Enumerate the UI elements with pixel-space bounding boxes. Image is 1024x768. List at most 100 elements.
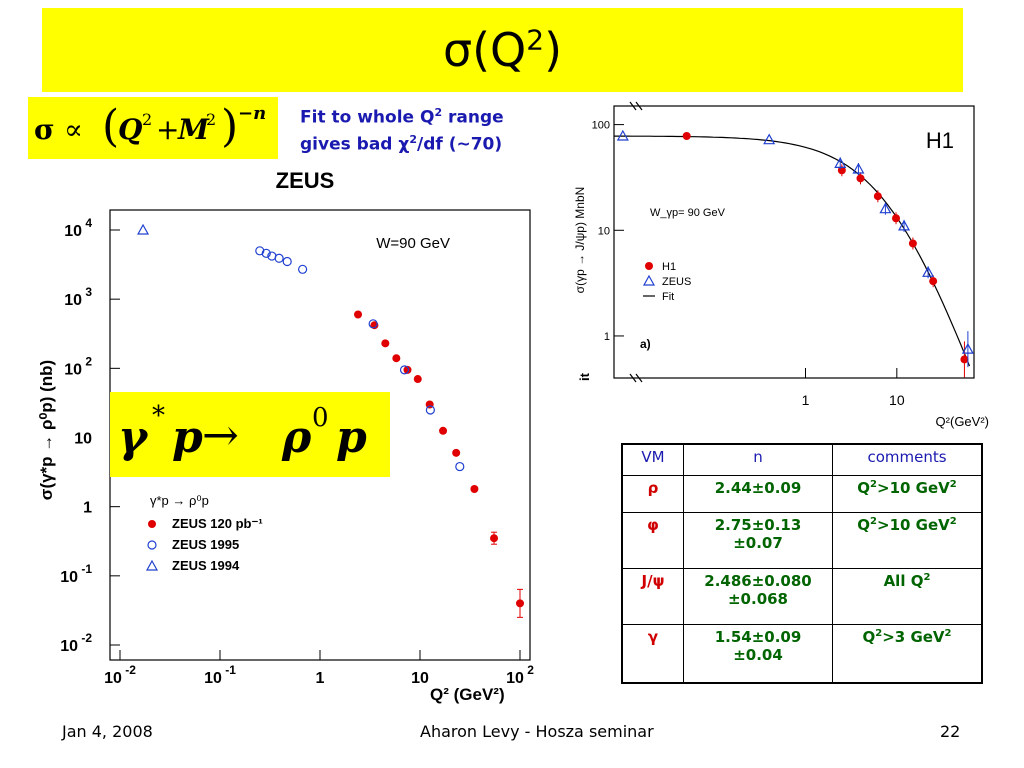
zeus-x-tick-label: 10 2	[506, 663, 534, 687]
table-cell-comment: Q2>10 GeV2	[832, 512, 983, 569]
zeus-data-point	[354, 310, 363, 319]
h1-points	[616, 129, 974, 378]
zeus-data-point	[399, 365, 410, 375]
h1-panel-label: a)	[640, 337, 651, 351]
zeus-y-tick-label: 10 3	[64, 285, 92, 309]
svg-text:(: (	[102, 101, 119, 152]
zeus-points	[137, 223, 524, 618]
table-header-vm: VM	[621, 443, 684, 476]
zeus-annotation: W=90 GeV	[376, 235, 450, 252]
table-cell-n: 1.54±0.09 ±0.04	[683, 624, 833, 683]
zeus-y-tick-label: 10 -1	[60, 562, 92, 586]
h1-legend-marker	[642, 274, 656, 286]
table-cell-vm: γ	[621, 624, 684, 683]
zeus-data-point	[255, 246, 265, 256]
zeus-ylabel: σ(γ*p → ρ⁰p) (nb)	[37, 360, 56, 500]
zeus-data-point	[282, 256, 292, 267]
fit-note-line1: Fit to whole Q2 range	[300, 106, 504, 128]
h1-ticks: 1 10 100 10 1	[592, 120, 905, 408]
zeus-data-point	[425, 405, 435, 415]
zeus-legend-marker	[148, 520, 156, 528]
zeus-legend-label: ZEUS 120 pb⁻¹	[172, 516, 263, 531]
table-cell-vm: φ	[621, 512, 684, 569]
table-row: ρ 2.44±0.09 Q2>10 GeV2	[621, 475, 983, 513]
reaction-zero: 0	[312, 403, 329, 433]
zeus-data-point	[261, 248, 271, 258]
table-cell-comment: All Q2	[832, 568, 983, 625]
formula-sigma: σ	[34, 113, 55, 146]
h1-ylabel-cut: it	[577, 372, 592, 381]
zeus-legend-marker	[147, 540, 157, 550]
zeus-legend-label: ZEUS 1994	[172, 558, 240, 573]
zeus-y-tick-label: 1	[83, 500, 92, 517]
h1-y-tick-label: 10	[598, 225, 610, 237]
fit-note-line2: gives bad χ2/df (~70)	[300, 132, 503, 155]
table-header-row: VM n comments	[621, 443, 983, 476]
table-cell-vm: ρ	[621, 475, 684, 513]
zeus-legend-title: γ*p → ρ⁰p	[150, 493, 209, 508]
zeus-data-point	[439, 426, 448, 435]
zeus-data-point	[403, 365, 412, 374]
zeus-data-point	[452, 448, 461, 457]
table-cell-comment: Q2>10 GeV2	[832, 475, 983, 513]
formula-q-exp: 2	[142, 110, 152, 129]
zeus-legend-label: ZEUS 1995	[172, 537, 239, 552]
zeus-data-point	[137, 223, 150, 235]
h1-legend-label: ZEUS	[662, 276, 691, 288]
reaction-gamma: γ	[118, 412, 149, 463]
reaction-star: *	[152, 401, 165, 431]
h1-y-tick-label: 1	[604, 331, 610, 343]
table-cell-n: 2.75±0.13 ±0.07	[683, 512, 833, 569]
table-cell-n: 2.486±0.080 ±0.068	[683, 568, 833, 625]
h1-x-tick-label: 10	[889, 392, 905, 408]
formula-prop: ∝	[64, 113, 83, 146]
h1-annotation: W_γp= 90 GeV	[650, 207, 726, 219]
zeus-rho-chart: ZEUS W=90 GeV σ(γ*p → ρ⁰p) (nb) 10 -2 10 …	[37, 168, 534, 704]
table-header-n: n	[683, 443, 833, 476]
table-cell-n: 2.44±0.09	[683, 475, 833, 513]
h1-jpsi-chart: H1 a) W_γp= 90 GeV σ(γp → J/ψp) MnbN it …	[573, 101, 989, 429]
reaction-p2: p	[336, 412, 367, 463]
formula-plus: +	[156, 113, 179, 146]
zeus-legend-marker	[145, 559, 159, 571]
zeus-y-tick-label: 10 2	[64, 354, 92, 378]
reaction-formula: γ * p → ρ 0 p	[118, 401, 367, 463]
zeus-data-point	[392, 354, 401, 363]
h1-label: H1	[926, 128, 954, 153]
zeus-data-point	[455, 461, 465, 472]
h1-legend-marker	[645, 262, 653, 270]
table-cell-comment: Q2>3 GeV2	[832, 624, 983, 683]
zeus-data-point	[298, 264, 308, 274]
reaction-rho: ρ	[281, 412, 312, 463]
zeus-x-ticks: 10 -2 10 -1 1 10 10 2	[104, 650, 534, 687]
h1-axis-breaks	[629, 101, 643, 383]
slide-title: σ(Q2)	[442, 23, 563, 77]
zeus-y-tick-label: 10 -2	[60, 631, 92, 655]
footer-title: Aharon Levy - Hosza seminar	[420, 722, 654, 741]
zeus-chart-title: ZEUS	[276, 168, 335, 193]
reaction-p: p	[172, 412, 203, 463]
zeus-x-tick-label: 10 -2	[104, 663, 136, 687]
reaction-box: γ * p → ρ 0 p	[110, 392, 390, 477]
table-cell-vm: J/ψ	[621, 568, 684, 625]
zeus-x-tick-label: 10 -1	[204, 663, 236, 687]
h1-data-point	[616, 129, 629, 141]
formula-exp: −n	[238, 103, 266, 124]
zeus-data-point	[413, 375, 422, 384]
zeus-legend: γ*p → ρ⁰p ZEUS 120 pb⁻¹ ZEUS 1995 ZEUS 199…	[145, 493, 263, 573]
zeus-data-point	[381, 339, 390, 348]
svg-text:): )	[221, 101, 238, 152]
h1-plot-frame	[613, 105, 975, 379]
h1-legend: H1 ZEUS Fit	[642, 261, 691, 303]
h1-ylabel: σ(γp → J/ψp) MnbN	[573, 187, 587, 294]
footer-date: Jan 4, 2008	[62, 722, 153, 741]
table-header-comments: comments	[832, 443, 983, 476]
h1-fit-curve	[614, 135, 971, 367]
slide-title-bar: σ(Q2)	[42, 8, 963, 92]
table-row: J/ψ 2.486±0.080 ±0.068 All Q2	[621, 568, 983, 625]
h1-data-point	[682, 132, 691, 141]
zeus-y-tick-label: 10	[74, 431, 92, 448]
h1-legend-label: H1	[662, 261, 676, 273]
formula-m: M	[177, 113, 210, 146]
formula: σ ∝ ( Q 2 + M 2 ) −n	[34, 101, 266, 152]
